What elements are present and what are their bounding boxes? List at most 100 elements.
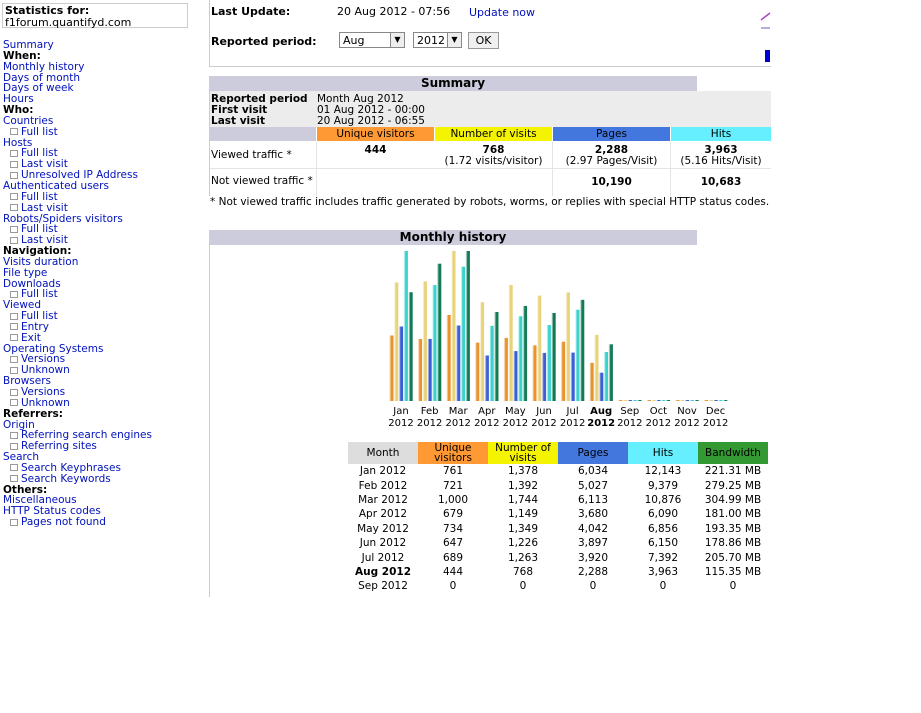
sidebar-item-browsers[interactable]: Browsers: [3, 375, 52, 388]
table-cell: Mar 2012: [358, 493, 408, 506]
sidebar-item-miscellaneous[interactable]: Miscellaneous: [3, 494, 77, 507]
sidebar-subitem-search-keyphrases[interactable]: Search Keyphrases: [3, 461, 203, 474]
ok-button[interactable]: OK: [468, 32, 499, 49]
bar-pages-sep: [627, 400, 632, 401]
sidebar-subitem-exit[interactable]: Exit: [3, 332, 203, 344]
bar-unique-jun: [532, 345, 537, 401]
x-tick-sublabel-aug: 2012: [587, 418, 615, 429]
bar-visits-jan: [393, 282, 399, 401]
year-select-value: 2012: [417, 34, 445, 47]
bar-bandwidth-oct: [665, 400, 671, 401]
subitem-icon: [10, 312, 18, 320]
bar-bandwidth-mar: [465, 251, 470, 401]
sidebar-subitem-pages-not-found[interactable]: Pages not found: [3, 517, 203, 528]
sidebar-item-monthly-history[interactable]: Monthly history: [3, 60, 85, 73]
sidebar-item-authenticated-users[interactable]: Authenticated users: [3, 179, 109, 192]
sidebar-item-downloads[interactable]: Downloads: [3, 277, 61, 290]
sidebar-subitem-label: Search Keyphrases: [21, 461, 121, 474]
sidebar-item-http-status-codes[interactable]: HTTP Status codes: [3, 505, 101, 518]
sidebar-subitem-full-list[interactable]: Full list: [3, 191, 203, 203]
column-header-pages: Pages: [558, 442, 628, 464]
sidebar-subitem-full-list[interactable]: Full list: [3, 224, 203, 235]
bar-pages-aug: [598, 372, 604, 401]
sidebar-subitem-unknown[interactable]: Unknown: [3, 365, 203, 376]
table-cell: 6,113: [577, 493, 609, 506]
sidebar-item-operating-systems[interactable]: Operating Systems: [3, 342, 104, 355]
month-select[interactable]: Aug ▼: [339, 32, 405, 48]
bar-hits-feb: [432, 285, 437, 401]
sidebar-subitem-label: Versions: [21, 386, 66, 398]
last-visit-value: 20 Aug 2012 - 06:55: [317, 115, 425, 127]
sidebar-subitem-full-list[interactable]: Full list: [3, 289, 203, 300]
x-tick-sublabel-may: 2012: [503, 418, 528, 429]
sidebar-subitem-last-visit[interactable]: Last visit: [3, 159, 203, 170]
bar-bandwidth-jun: [551, 313, 556, 401]
x-tick-sublabel-jan: 2012: [388, 418, 413, 429]
sidebar-subitem-versions[interactable]: Versions: [3, 387, 203, 398]
sidebar-subitem-unresolved-ip-address[interactable]: Unresolved IP Address: [3, 170, 203, 181]
sidebar-subitem-label: Unknown: [21, 364, 70, 377]
reported-period-row-value: Month Aug 2012: [317, 93, 404, 105]
sidebar-item-file-type[interactable]: File type: [3, 266, 48, 279]
sidebar-item-search[interactable]: Search: [3, 451, 40, 464]
table-cell: 0: [519, 580, 527, 593]
x-tick-sublabel-jul: 2012: [560, 418, 585, 429]
table-cell: Aug 2012: [355, 565, 411, 578]
subitem-icon: [10, 149, 18, 157]
bar-pages-oct: [656, 400, 661, 401]
sidebar-subitem-full-list[interactable]: Full list: [3, 126, 203, 138]
sidebar-subitem-label: Last visit: [21, 201, 68, 214]
bar-visits-sep: [622, 400, 628, 401]
table-cell: 3,920: [577, 551, 609, 564]
sidebar-subitem-referring-search-engines[interactable]: Referring search engines: [3, 430, 203, 441]
sidebar-subitem-last-visit[interactable]: Last visit: [3, 201, 203, 214]
bar-unique-sep: [617, 400, 623, 401]
year-select[interactable]: 2012 ▼: [413, 32, 462, 48]
update-now-link[interactable]: Update now: [469, 6, 536, 19]
x-tick-sublabel-oct: 2012: [646, 418, 671, 429]
table-cell: 6,090: [647, 508, 679, 521]
bar-unique-apr: [474, 342, 480, 401]
viewed-unique-value: 444: [364, 144, 387, 156]
month-select-value: Aug: [343, 34, 365, 47]
sidebar-subitem-entry[interactable]: Entry: [3, 322, 203, 333]
table-cell: 2,288: [577, 565, 609, 578]
menu-heading-referrers: Referrers:: [3, 407, 64, 420]
table-cell: 205.70 MB: [704, 551, 762, 564]
bar-pages-dec: [713, 400, 718, 401]
sidebar-item-hours[interactable]: Hours: [3, 93, 34, 106]
summary-header-visits: Number of visits: [435, 127, 552, 141]
chevron-down-icon: ▼: [447, 33, 461, 47]
subitem-icon: [10, 388, 18, 396]
sidebar-subitem-label: Full list: [21, 223, 58, 236]
subitem-icon: [10, 366, 18, 374]
sidebar-subitem-referring-sites[interactable]: Referring sites: [3, 441, 203, 452]
x-tick-sublabel-jun: 2012: [531, 418, 556, 429]
summary-header-blank: [210, 127, 316, 141]
menu-heading-others: Others:: [3, 483, 48, 496]
sidebar-item-viewed[interactable]: Viewed: [3, 299, 42, 312]
sidebar-subitem-versions[interactable]: Versions: [3, 354, 203, 365]
sidebar-item-countries[interactable]: Countries: [3, 114, 54, 127]
sidebar-item-summary[interactable]: Summary: [3, 39, 54, 51]
sidebar-subitem-unknown[interactable]: Unknown: [3, 397, 203, 409]
bar-visits-nov: [679, 400, 685, 401]
chevron-down-icon: ▼: [390, 33, 404, 47]
menu-heading-who: Who:: [3, 104, 34, 117]
sidebar-subitem-search-keywords[interactable]: Search Keywords: [3, 473, 203, 485]
bar-hits-jul: [575, 309, 580, 401]
sidebar-subitem-full-list[interactable]: Full list: [3, 311, 203, 322]
sidebar-subitem-full-list[interactable]: Full list: [3, 148, 203, 159]
table-cell: 193.35 MB: [704, 522, 762, 535]
sidebar-item-robots-spiders-visitors[interactable]: Robots/Spiders visitors: [3, 212, 123, 225]
sidebar-subitem-last-visit[interactable]: Last visit: [3, 235, 203, 246]
table-cell: 221.31 MB: [704, 465, 762, 478]
sidebar-item-days-of-week[interactable]: Days of week: [3, 82, 74, 95]
sidebar-item-visits-duration[interactable]: Visits duration: [3, 255, 79, 268]
summary-header-pages: Pages: [553, 127, 670, 141]
sidebar-item-days-of-month[interactable]: Days of month: [3, 71, 81, 84]
sidebar-item-origin[interactable]: Origin: [3, 418, 35, 431]
table-cell: 0: [449, 580, 457, 593]
table-row: May 2012 734 1,349 4,042 6,856 193.35 MB: [348, 522, 768, 536]
sidebar-item-hosts[interactable]: Hosts: [3, 136, 33, 149]
